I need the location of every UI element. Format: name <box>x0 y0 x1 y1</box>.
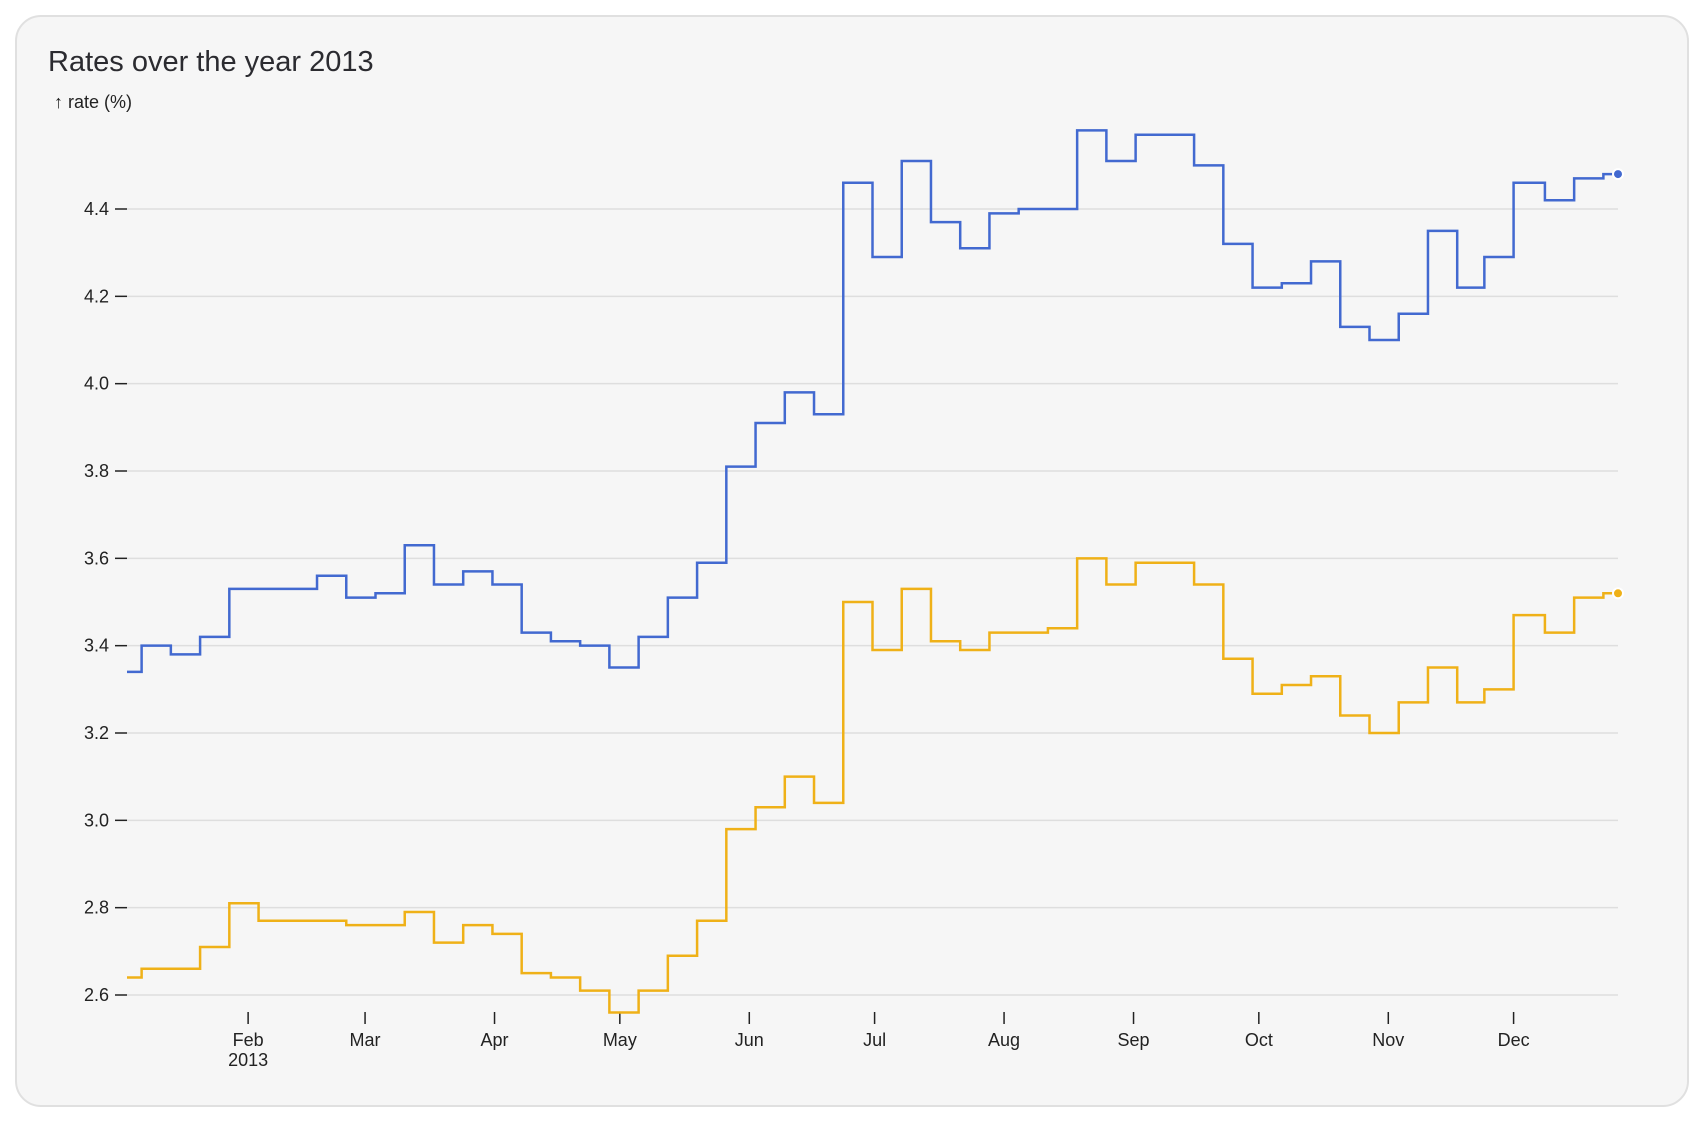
y-tick-label: 4.4 <box>84 199 109 219</box>
x-tick-label: Dec <box>1498 1030 1530 1050</box>
x-tick-label: Apr <box>481 1030 509 1050</box>
y-tick-label: 3.8 <box>84 461 109 481</box>
x-tick-label: Mar <box>350 1030 381 1050</box>
series-line-0 <box>127 129 1618 674</box>
y-tick-label: 3.2 <box>84 723 109 743</box>
y-tick-label: 4.2 <box>84 286 109 306</box>
x-tick-label: Oct <box>1245 1030 1273 1050</box>
x-tick-label: Feb <box>233 1030 264 1050</box>
y-tick-label: 3.6 <box>84 548 109 568</box>
x-tick-label: Jun <box>735 1030 764 1050</box>
y-tick-label: 3.4 <box>84 636 109 656</box>
y-tick-label: 4.0 <box>84 374 109 394</box>
series-line-1 <box>127 557 1618 1014</box>
series-end-dot-0 <box>1612 168 1624 181</box>
x-tick-sublabel: 2013 <box>228 1050 268 1070</box>
y-tick-label: 2.8 <box>84 898 109 918</box>
x-tick-label: Sep <box>1118 1030 1150 1050</box>
x-tick-label: Jul <box>863 1030 886 1050</box>
x-tick-label: Nov <box>1372 1030 1404 1050</box>
chart-card <box>15 15 1689 1107</box>
y-axis-label: ↑ rate (%) <box>54 92 133 112</box>
series-end-dot-1 <box>1612 587 1624 600</box>
chart-title: Rates over the year 2013 <box>48 46 374 78</box>
y-tick-label: 2.6 <box>84 985 109 1005</box>
x-tick-label: May <box>603 1030 637 1050</box>
x-tick-label: Aug <box>988 1030 1020 1050</box>
y-tick-label: 3.0 <box>84 810 109 830</box>
